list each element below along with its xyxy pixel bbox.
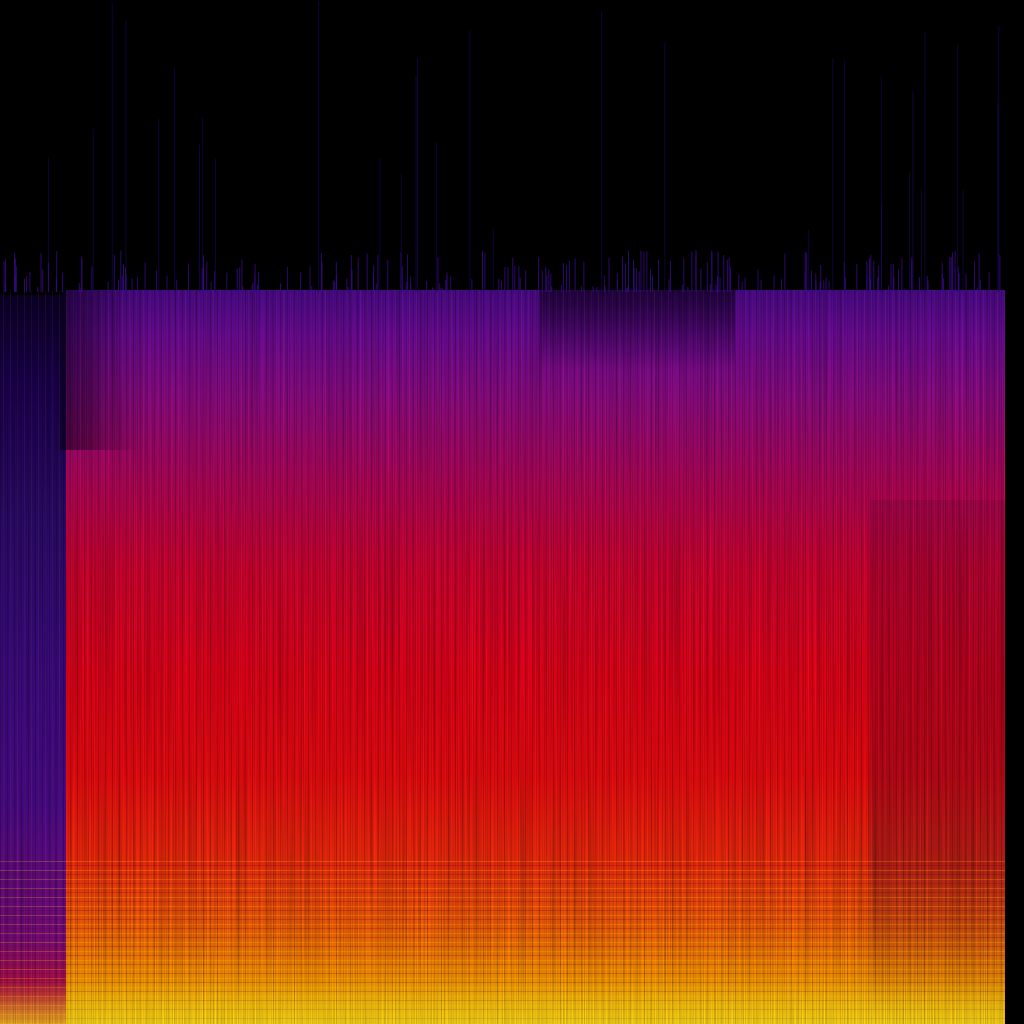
right-border <box>1005 0 1024 1024</box>
transient-spikes <box>3 1 1001 292</box>
streak-noise <box>0 290 1005 1024</box>
